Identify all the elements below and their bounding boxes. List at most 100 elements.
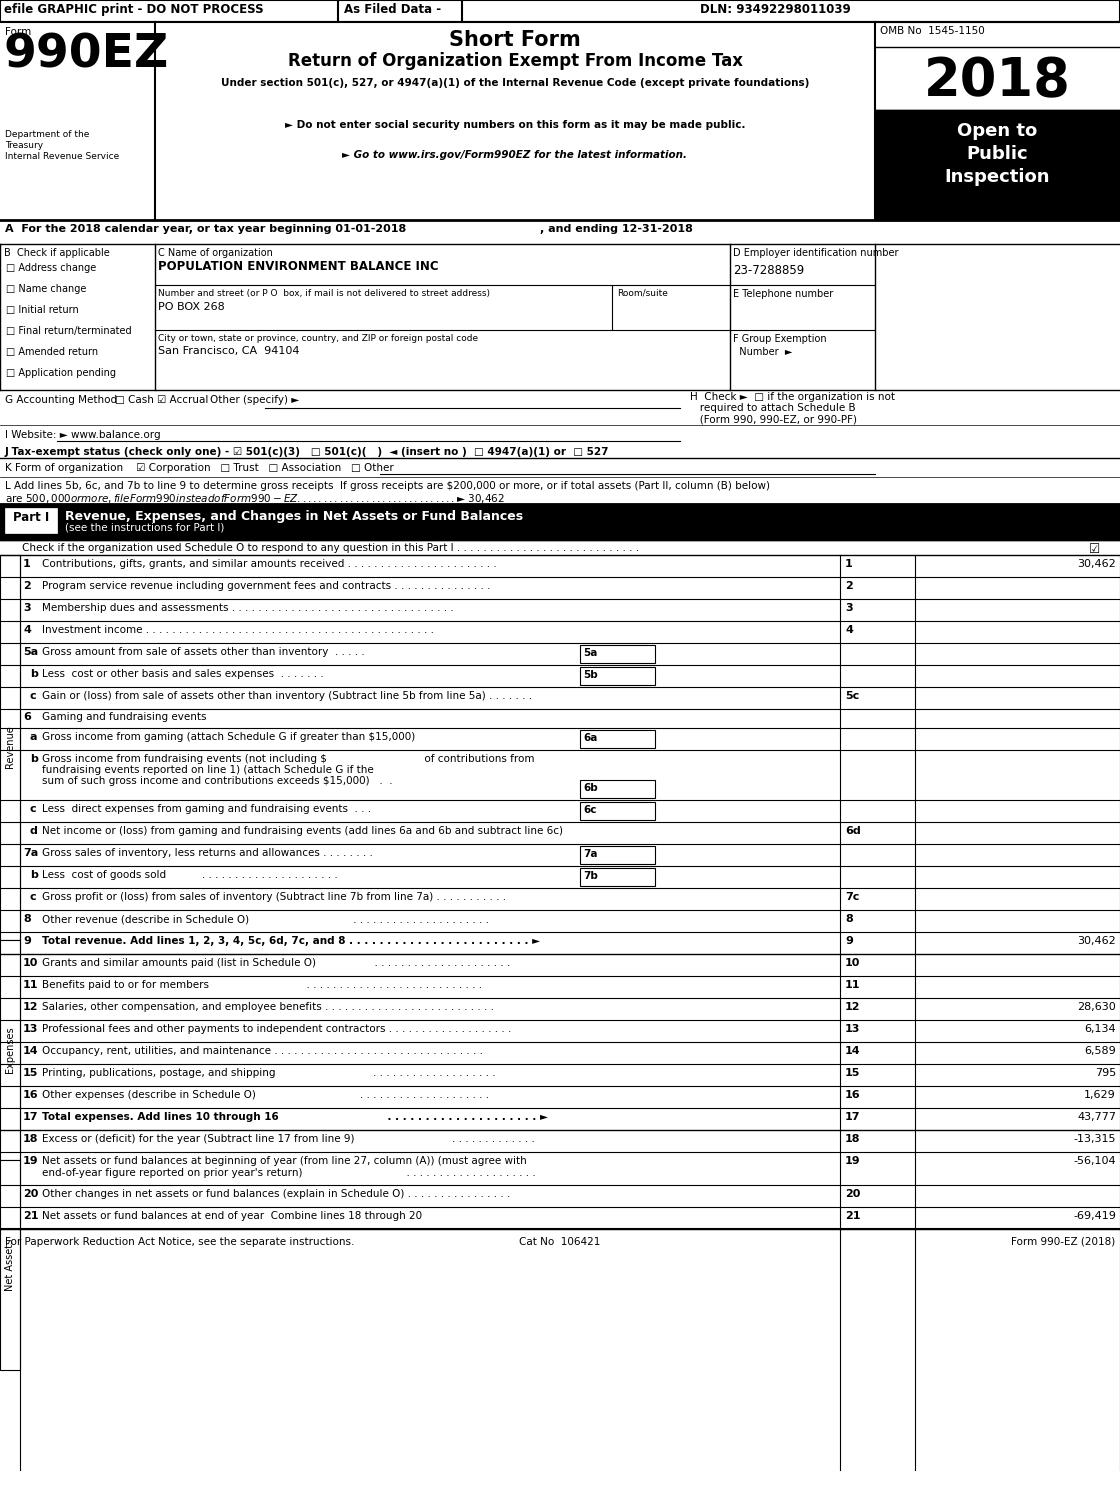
Text: c: c [30, 892, 37, 902]
Text: 7b: 7b [584, 871, 598, 881]
Text: C Name of organization: C Name of organization [158, 248, 273, 258]
Text: 1,629: 1,629 [1084, 1090, 1116, 1100]
Bar [580, 645, 655, 663]
Text: Form: Form [4, 27, 31, 38]
Text: 16: 16 [24, 1090, 38, 1100]
Text: 5b: 5b [584, 669, 598, 680]
Text: 4: 4 [844, 624, 852, 635]
Bar [580, 781, 655, 799]
Text: 7c: 7c [844, 892, 859, 902]
Bar [155, 23, 875, 221]
Text: □ Initial return: □ Initial return [6, 305, 78, 315]
Text: sum of such gross income and contributions exceeds $15,000)   .  .: sum of such gross income and contributio… [43, 776, 393, 787]
Text: City or town, state or province, country, and ZIP or foreign postal code: City or town, state or province, country… [158, 335, 478, 344]
Text: Treasury: Treasury [4, 141, 44, 150]
Text: Gross profit or (loss) from sales of inventory (Subtract line 7b from line 7a) .: Gross profit or (loss) from sales of inv… [43, 892, 506, 902]
Text: □ Cash: □ Cash [115, 395, 153, 405]
Text: efile GRAPHIC print - DO NOT PROCESS: efile GRAPHIC print - DO NOT PROCESS [4, 3, 263, 17]
Text: 28,630: 28,630 [1077, 1003, 1116, 1012]
Text: 3: 3 [844, 603, 852, 612]
Text: 20: 20 [844, 1189, 860, 1199]
Text: -13,315: -13,315 [1073, 1133, 1116, 1144]
Text: 9: 9 [24, 937, 31, 946]
Text: DLN: 93492298011039: DLN: 93492298011039 [700, 3, 851, 17]
Text: b: b [30, 754, 38, 764]
Text: a: a [30, 732, 37, 741]
Text: 8: 8 [24, 914, 30, 925]
Text: -69,419: -69,419 [1073, 1211, 1116, 1220]
Text: Number and street (or P O  box, if mail is not delivered to street address): Number and street (or P O box, if mail i… [158, 290, 491, 299]
Text: ☑ Accrual: ☑ Accrual [157, 395, 208, 405]
Text: PO BOX 268: PO BOX 268 [158, 302, 225, 312]
Text: 795: 795 [1094, 1069, 1116, 1078]
Text: 4: 4 [24, 624, 31, 635]
Text: fundraising events reported on line 1) (attach Schedule G if the: fundraising events reported on line 1) (… [43, 766, 374, 775]
Text: 18: 18 [24, 1133, 38, 1144]
Text: Under section 501(c), 527, or 4947(a)(1) of the Internal Revenue Code (except pr: Under section 501(c), 527, or 4947(a)(1)… [221, 78, 809, 89]
Text: San Francisco, CA  94104: San Francisco, CA 94104 [158, 347, 299, 356]
Text: b: b [30, 871, 38, 880]
Text: ► Go to www.irs.gov/Form990EZ for the latest information.: ► Go to www.irs.gov/Form990EZ for the la… [343, 150, 688, 161]
Text: 43,777: 43,777 [1077, 1112, 1116, 1123]
Text: (Form 990, 990-EZ, or 990-PF): (Form 990, 990-EZ, or 990-PF) [690, 414, 857, 423]
Text: 21: 21 [844, 1211, 860, 1220]
Text: c: c [30, 805, 37, 814]
Text: Investment income . . . . . . . . . . . . . . . . . . . . . . . . . . . . . . . : Investment income . . . . . . . . . . . … [43, 624, 435, 635]
Text: 19: 19 [24, 1156, 38, 1166]
Text: L Add lines 5b, 6c, and 7b to line 9 to determine gross receipts  If gross recei: L Add lines 5b, 6c, and 7b to line 9 to … [4, 480, 771, 491]
Text: □ Application pending: □ Application pending [6, 368, 116, 378]
Bar [580, 868, 655, 886]
Text: Room/suite: Room/suite [617, 290, 668, 299]
Text: Public: Public [967, 146, 1028, 164]
Text: 12: 12 [844, 1003, 860, 1012]
Text: Other expenses (describe in Schedule O)                                . . . . .: Other expenses (describe in Schedule O) … [43, 1090, 489, 1100]
Text: , and ending 12-31-2018: , and ending 12-31-2018 [540, 224, 693, 234]
Text: Grants and similar amounts paid (list in Schedule O)                  . . . . . : Grants and similar amounts paid (list in… [43, 958, 511, 968]
Text: ☑: ☑ [1090, 543, 1101, 555]
Text: Contributions, gifts, grants, and similar amounts received . . . . . . . . . . .: Contributions, gifts, grants, and simila… [43, 558, 497, 569]
Text: Excess or (deficit) for the year (Subtract line 17 from line 9)                 : Excess or (deficit) for the year (Subtra… [43, 1133, 535, 1144]
Text: 2018: 2018 [924, 56, 1071, 107]
Bar [580, 847, 655, 865]
Text: 3: 3 [24, 603, 30, 612]
Text: I Website: ► www.balance.org: I Website: ► www.balance.org [4, 429, 160, 440]
Text: Department of the: Department of the [4, 131, 90, 140]
Bar [0, 555, 20, 940]
Text: 13: 13 [24, 1024, 38, 1034]
Text: 5c: 5c [844, 690, 859, 701]
Text: -56,104: -56,104 [1073, 1156, 1116, 1166]
Text: 10: 10 [24, 958, 38, 968]
Text: 20: 20 [24, 1189, 38, 1199]
Text: 2: 2 [24, 581, 30, 591]
Text: 15: 15 [24, 1069, 38, 1078]
Text: Less  cost of goods sold           . . . . . . . . . . . . . . . . . . . . .: Less cost of goods sold . . . . . . . . … [43, 871, 338, 880]
Text: □ Name change: □ Name change [6, 284, 86, 294]
Text: 2: 2 [844, 581, 852, 591]
Text: Other revenue (describe in Schedule O)                                . . . . . : Other revenue (describe in Schedule O) .… [43, 914, 489, 925]
Bar [0, 504, 1120, 540]
Text: □ Amended return: □ Amended return [6, 347, 99, 357]
Text: Other changes in net assets or fund balances (explain in Schedule O) . . . . . .: Other changes in net assets or fund bala… [43, 1189, 511, 1199]
Text: Occupancy, rent, utilities, and maintenance . . . . . . . . . . . . . . . . . . : Occupancy, rent, utilities, and maintena… [43, 1046, 483, 1057]
Text: Gain or (loss) from sale of assets other than inventory (Subtract line 5b from l: Gain or (loss) from sale of assets other… [43, 690, 532, 701]
Text: 6b: 6b [584, 784, 598, 793]
Text: E Telephone number: E Telephone number [732, 290, 833, 299]
Text: 10: 10 [844, 958, 860, 968]
Text: D Employer identification number: D Employer identification number [732, 248, 898, 258]
Text: J Tax-exempt status (check only one) - ☑ 501(c)(3)   □ 501(c)(   )  ◄ (insert no: J Tax-exempt status (check only one) - ☑… [4, 447, 609, 456]
Text: Revenue: Revenue [4, 725, 15, 769]
Text: 6d: 6d [844, 826, 861, 836]
Text: 8: 8 [844, 914, 852, 925]
Text: Return of Organization Exempt From Income Tax: Return of Organization Exempt From Incom… [288, 53, 743, 71]
Text: 5a: 5a [24, 647, 38, 657]
Text: 14: 14 [24, 1046, 38, 1057]
Text: Number  ►: Number ► [732, 347, 792, 357]
Text: 6,134: 6,134 [1084, 1024, 1116, 1034]
Text: 16: 16 [844, 1090, 860, 1100]
Bar [580, 666, 655, 684]
Text: POPULATION ENVIRONMENT BALANCE INC: POPULATION ENVIRONMENT BALANCE INC [158, 260, 439, 273]
Text: 23-7288859: 23-7288859 [732, 264, 804, 278]
Text: (see the instructions for Part I): (see the instructions for Part I) [65, 522, 224, 533]
Text: Net income or (loss) from gaming and fundraising events (add lines 6a and 6b and: Net income or (loss) from gaming and fun… [43, 826, 563, 836]
Bar [0, 23, 155, 221]
